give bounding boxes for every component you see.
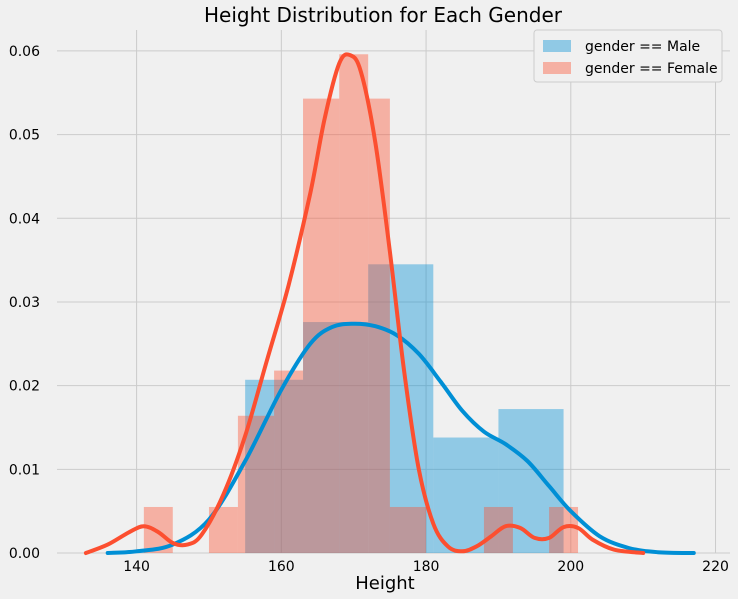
tick-labels: 140 160 180 200 220 0.00 0.01 0.02 0.03 0.04 0.05 0… bbox=[9, 44, 729, 575]
chart-title: Height Distribution for Each Gender bbox=[204, 3, 563, 27]
x-tick-label: 160 bbox=[268, 559, 295, 575]
legend: gender == Male gender == Female bbox=[533, 29, 723, 83]
hist-bar-female bbox=[389, 506, 427, 553]
y-tick-label: 0.03 bbox=[9, 295, 40, 311]
y-tick-label: 0.02 bbox=[9, 379, 40, 395]
grid bbox=[57, 30, 730, 554]
x-tick-label: 140 bbox=[123, 559, 150, 575]
y-tick-label: 0.06 bbox=[9, 44, 40, 60]
x-tick-label: 200 bbox=[557, 559, 584, 575]
x-tick-label: 220 bbox=[702, 559, 729, 575]
legend-label-female: gender == Female bbox=[585, 61, 718, 77]
legend-swatch-male bbox=[543, 40, 571, 52]
hist-bar-male bbox=[433, 437, 499, 553]
legend-label-male: gender == Male bbox=[585, 39, 700, 55]
histogram-bars bbox=[143, 54, 579, 553]
x-tick-label: 180 bbox=[413, 559, 440, 575]
y-tick-label: 0.01 bbox=[9, 462, 40, 478]
hist-bar-male bbox=[498, 409, 564, 553]
hist-bar-male bbox=[368, 264, 434, 553]
legend-swatch-female bbox=[543, 62, 571, 74]
hist-bar-male bbox=[303, 322, 369, 553]
y-tick-label: 0.04 bbox=[9, 211, 40, 227]
y-tick-label: 0.00 bbox=[9, 546, 40, 562]
y-tick-label: 0.05 bbox=[9, 128, 40, 144]
hist-bar-female bbox=[339, 54, 369, 553]
x-axis-label: Height bbox=[355, 573, 415, 594]
legend-box bbox=[533, 29, 723, 83]
kde-line-male bbox=[105, 321, 696, 555]
kde-curves bbox=[83, 52, 696, 555]
kde-line-female bbox=[83, 52, 646, 555]
hist-bar-female bbox=[274, 370, 304, 553]
